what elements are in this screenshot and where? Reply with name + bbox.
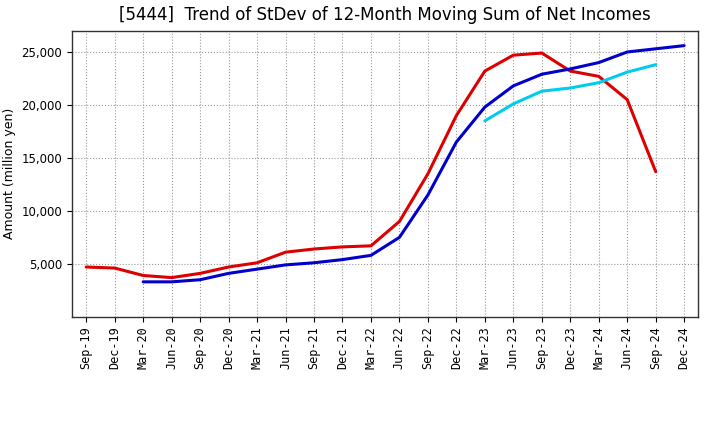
7 Years (509, 101, 518, 106)
5 Years (509, 83, 518, 88)
5 Years (196, 277, 204, 282)
7 Years (595, 80, 603, 85)
5 Years (423, 192, 432, 198)
5 Years (452, 139, 461, 145)
5 Years (595, 60, 603, 65)
3 Years (480, 68, 489, 73)
3 Years (338, 244, 347, 249)
Line: 7 Years: 7 Years (485, 65, 656, 121)
5 Years (167, 279, 176, 285)
3 Years (623, 97, 631, 102)
7 Years (652, 62, 660, 67)
5 Years (480, 104, 489, 110)
5 Years (680, 43, 688, 48)
7 Years (623, 70, 631, 75)
3 Years (366, 243, 375, 249)
5 Years (395, 235, 404, 240)
3 Years (652, 169, 660, 174)
5 Years (282, 262, 290, 268)
5 Years (310, 260, 318, 265)
3 Years (196, 271, 204, 276)
3 Years (82, 264, 91, 270)
5 Years (139, 279, 148, 285)
3 Years (395, 219, 404, 224)
7 Years (480, 118, 489, 124)
3 Years (282, 249, 290, 255)
5 Years (652, 46, 660, 51)
3 Years (509, 52, 518, 58)
3 Years (310, 246, 318, 252)
3 Years (566, 68, 575, 73)
3 Years (167, 275, 176, 280)
3 Years (253, 260, 261, 265)
5 Years (366, 253, 375, 258)
3 Years (139, 273, 148, 278)
Line: 3 Years: 3 Years (86, 53, 656, 278)
3 Years (110, 265, 119, 271)
3 Years (225, 264, 233, 270)
3 Years (537, 51, 546, 56)
Title: [5444]  Trend of StDev of 12-Month Moving Sum of Net Incomes: [5444] Trend of StDev of 12-Month Moving… (120, 6, 651, 24)
5 Years (537, 72, 546, 77)
3 Years (423, 171, 432, 176)
5 Years (623, 49, 631, 55)
7 Years (566, 85, 575, 91)
Line: 5 Years: 5 Years (143, 46, 684, 282)
5 Years (566, 66, 575, 72)
Y-axis label: Amount (million yen): Amount (million yen) (3, 108, 16, 239)
3 Years (595, 74, 603, 79)
5 Years (338, 257, 347, 262)
7 Years (537, 88, 546, 94)
5 Years (225, 271, 233, 276)
5 Years (253, 267, 261, 272)
3 Years (452, 113, 461, 118)
